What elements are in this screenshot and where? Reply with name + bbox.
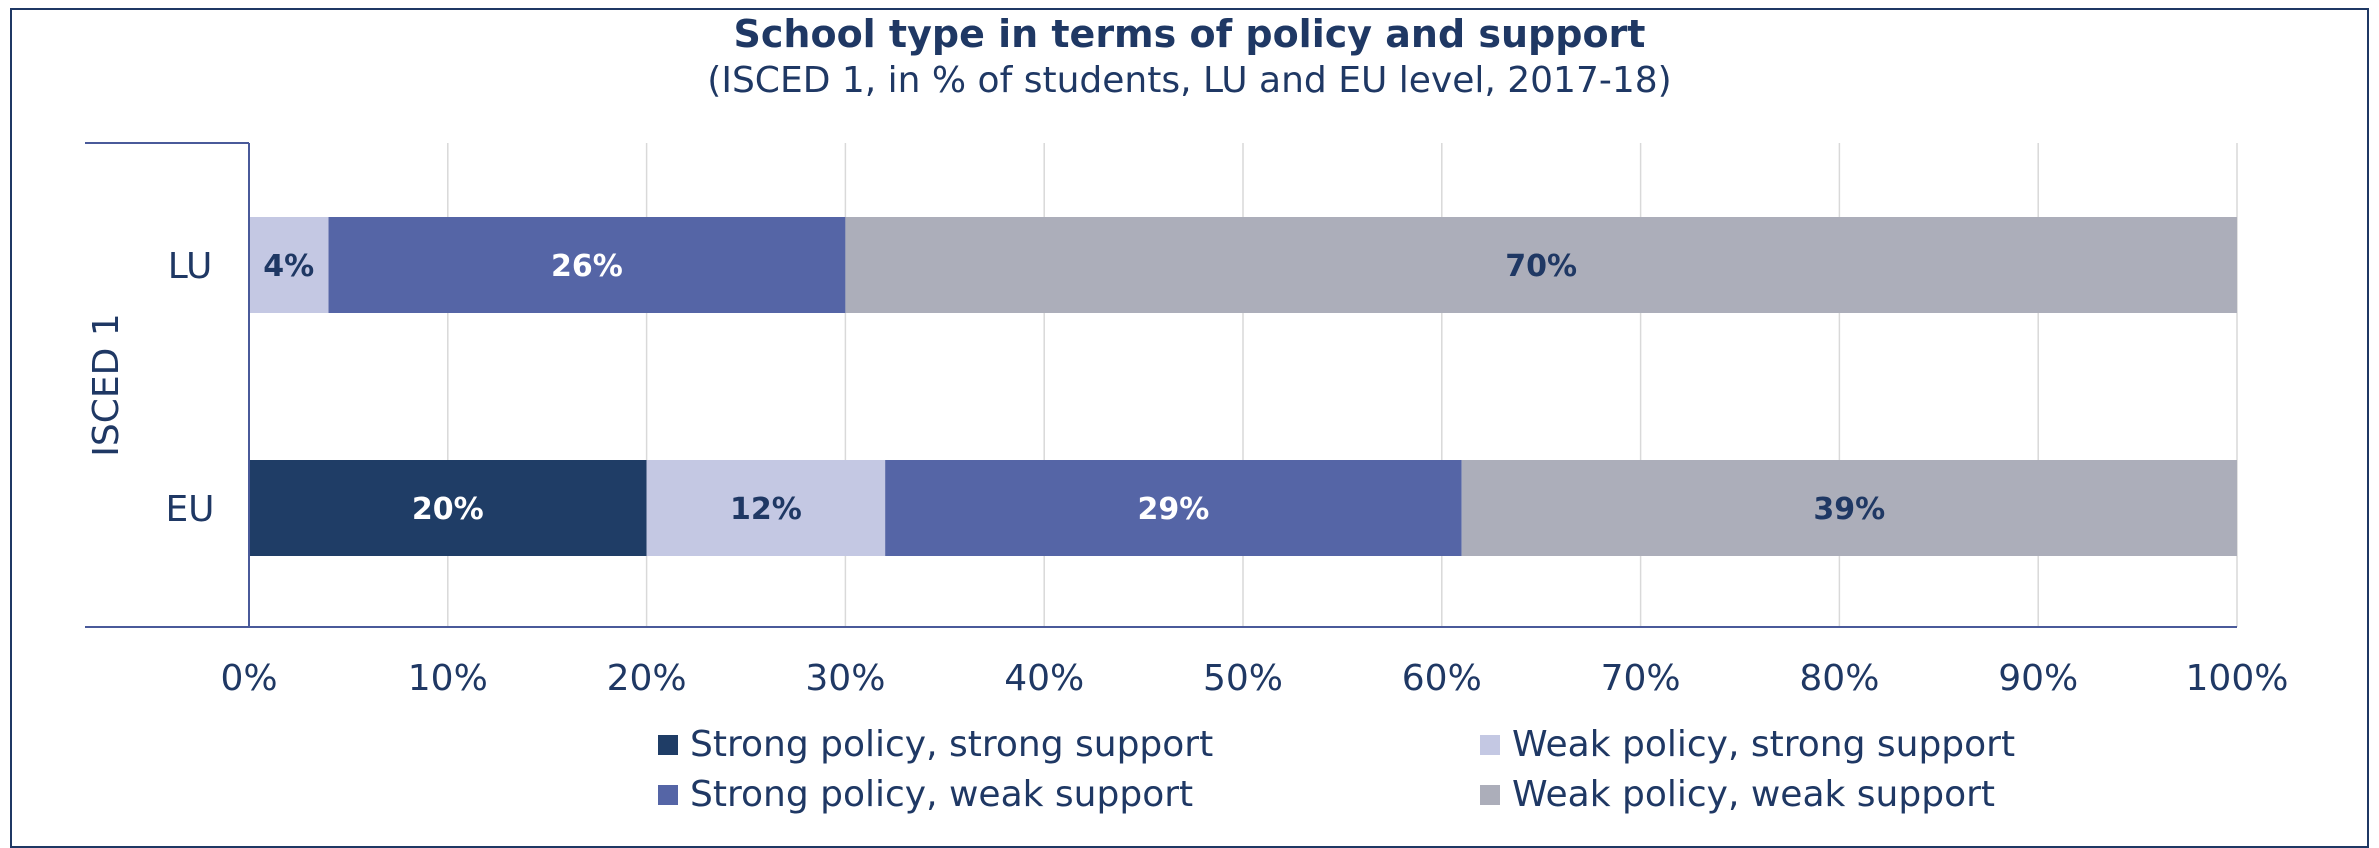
legend-swatch [658, 784, 678, 805]
x-tick-label: 100% [2186, 658, 2289, 699]
data-label: 70% [1505, 249, 1577, 284]
legend-swatch [1480, 734, 1500, 755]
chart-plot: 4% 26% 70% LU 20% 12% 29% 39% EU ISCED 1 0% 10% 20% 3… [85, 142, 2289, 699]
bar-segment [249, 217, 329, 313]
x-tick-label: 0% [220, 658, 277, 699]
legend-item: Strong policy, weak support [658, 774, 1193, 815]
legend-label: Strong policy, weak support [690, 774, 1194, 815]
data-label: 29% [1138, 492, 1210, 527]
legend-swatch [658, 734, 678, 755]
category-label: LU [168, 246, 213, 287]
x-tick-label: 20% [607, 658, 687, 699]
category-label: EU [165, 489, 214, 530]
legend-label: Weak policy, weak support [1512, 774, 1996, 815]
x-tick-label: 60% [1402, 658, 1482, 699]
data-label: 20% [412, 492, 484, 527]
x-tick-label: 70% [1601, 658, 1681, 699]
chart-subtitle: (ISCED 1, in % of students, LU and EU le… [707, 60, 1672, 101]
bar-segment [646, 460, 886, 556]
data-label: 4% [263, 249, 314, 284]
y-axis-title: ISCED 1 [86, 313, 127, 456]
x-tick-label: 40% [1004, 658, 1084, 699]
bar-segment [249, 460, 647, 556]
chart-title: School type in terms of policy and suppo… [733, 12, 1646, 56]
data-label: 26% [551, 249, 623, 284]
data-label: 39% [1813, 492, 1885, 527]
x-tick-label: 10% [408, 658, 488, 699]
legend-label: Weak policy, strong support [1512, 724, 2016, 765]
bar-segment [885, 460, 1462, 556]
x-tick-label: 80% [1799, 658, 1879, 699]
x-tick-label: 30% [805, 658, 885, 699]
legend-swatch [1480, 784, 1500, 805]
legend-item: Weak policy, weak support [1480, 774, 1995, 815]
x-tick-label: 50% [1203, 658, 1283, 699]
legend-label: Strong policy, strong support [690, 724, 1214, 765]
bar-segment [845, 217, 2237, 313]
bar-segment [1461, 460, 2237, 556]
legend-item: Weak policy, strong support [1480, 724, 2015, 765]
x-tick-label: 90% [1998, 658, 2078, 699]
legend-item: Strong policy, strong support [658, 724, 1213, 765]
data-label: 12% [730, 492, 802, 527]
bar-segment [328, 217, 846, 313]
